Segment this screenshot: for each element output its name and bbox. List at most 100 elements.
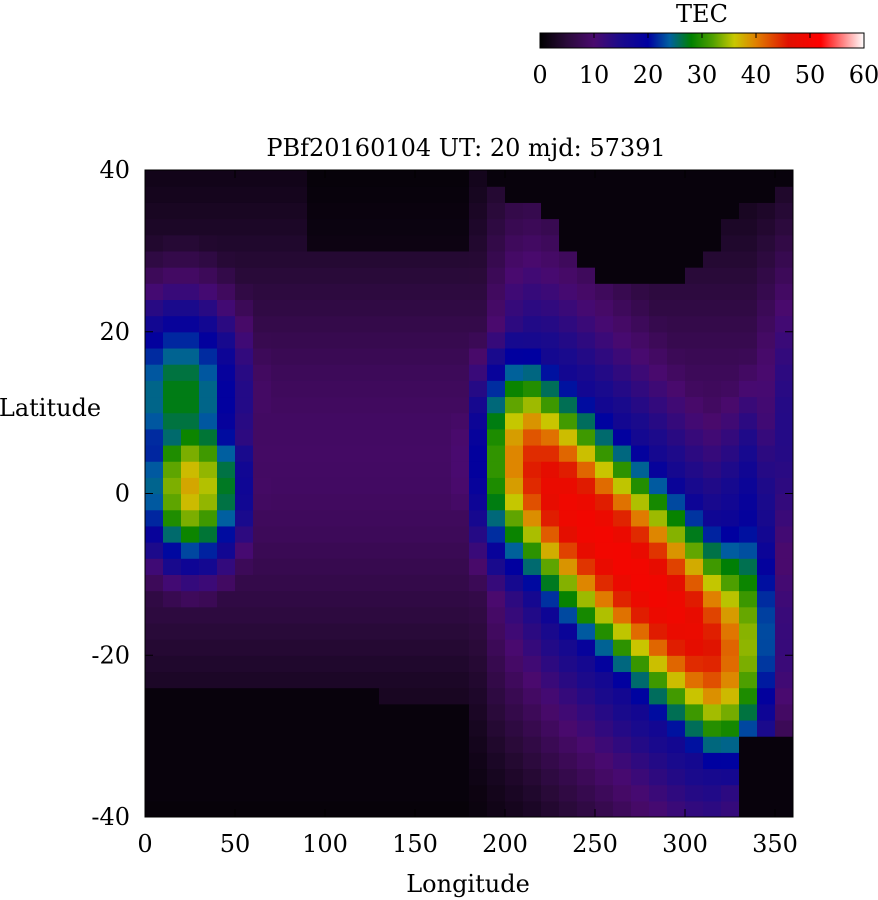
heatmap-cell	[757, 186, 776, 203]
heatmap-cell	[199, 315, 218, 333]
heatmap-cell	[397, 218, 416, 236]
heatmap-cell	[181, 477, 200, 495]
heatmap-cell	[703, 477, 722, 495]
heatmap-cell	[217, 687, 236, 705]
heatmap-cell	[523, 639, 542, 656]
heatmap-cell	[577, 752, 596, 770]
heatmap-cell	[721, 347, 740, 365]
heatmap-cell	[217, 170, 236, 187]
heatmap-cell	[523, 687, 542, 705]
heatmap-cell	[379, 396, 398, 414]
heatmap-cell	[289, 752, 308, 770]
heatmap-cell	[415, 170, 434, 187]
heatmap-cell	[397, 784, 416, 802]
heatmap-cell	[649, 768, 668, 786]
heatmap-cell	[649, 736, 668, 753]
heatmap-cell	[469, 250, 488, 268]
heatmap-cell	[325, 315, 344, 333]
heatmap-cell	[433, 234, 452, 252]
heatmap-cell	[451, 768, 470, 786]
heatmap-cell	[559, 364, 578, 381]
heatmap-cell	[739, 331, 758, 349]
heatmap-cell	[397, 655, 416, 673]
heatmap-cell	[703, 186, 722, 203]
heatmap-cell	[397, 283, 416, 300]
heatmap-cell	[325, 655, 344, 673]
heatmap-cell	[685, 396, 704, 414]
heatmap-cell	[757, 428, 776, 446]
heatmap-cell	[775, 202, 793, 220]
heatmap-cell	[415, 703, 434, 721]
heatmap-cell	[235, 784, 254, 802]
heatmap-cell	[145, 234, 164, 252]
heatmap-cell	[685, 477, 704, 495]
heatmap-cell	[559, 671, 578, 689]
heatmap-cell	[181, 574, 200, 592]
heatmap-cell	[361, 170, 380, 187]
heatmap-cell	[199, 687, 218, 705]
heatmap-cell	[325, 170, 344, 187]
heatmap-cell	[613, 639, 632, 656]
heatmap-cell	[721, 671, 740, 689]
heatmap-cell	[307, 250, 326, 268]
heatmap-cell	[253, 509, 272, 527]
heatmap-cell	[307, 347, 326, 365]
heatmap-cell	[199, 752, 218, 770]
heatmap-cell	[379, 250, 398, 268]
heatmap-cell	[487, 315, 506, 333]
heatmap-cell	[433, 412, 452, 430]
heatmap-cell	[253, 736, 272, 753]
heatmap-cell	[649, 493, 668, 511]
heatmap-cell	[721, 574, 740, 592]
heatmap-cell	[289, 315, 308, 333]
heatmap-cell	[613, 444, 632, 462]
heatmap-cell	[307, 202, 326, 220]
heatmap-cell	[739, 444, 758, 462]
y-tick-label: 0	[115, 480, 130, 508]
heatmap-cell	[595, 234, 614, 252]
heatmap-cell	[649, 299, 668, 317]
heatmap-cell	[757, 477, 776, 495]
heatmap-cell	[631, 687, 650, 705]
heatmap-cell	[181, 299, 200, 317]
heatmap-cell	[307, 477, 326, 495]
heatmap-cell	[775, 396, 793, 414]
heatmap-cell	[469, 590, 488, 608]
heatmap-cell	[343, 525, 362, 543]
heatmap-cell	[235, 347, 254, 365]
heatmap-cell	[145, 752, 164, 770]
heatmap-cell	[343, 186, 362, 203]
heatmap-cell	[253, 444, 272, 462]
heatmap-cell	[235, 234, 254, 252]
heatmap-cell	[379, 542, 398, 559]
heatmap-cell	[181, 218, 200, 236]
y-axis-label: Latitude	[0, 394, 101, 422]
heatmap-cell	[541, 477, 560, 495]
heatmap-cell	[379, 622, 398, 640]
heatmap-cell	[433, 800, 452, 817]
heatmap-cell	[433, 186, 452, 203]
heatmap-cell	[217, 396, 236, 414]
heatmap-cell	[145, 606, 164, 624]
heatmap-cell	[217, 380, 236, 398]
heatmap-cell	[685, 606, 704, 624]
heatmap-cell	[685, 380, 704, 398]
heatmap-cell	[217, 574, 236, 592]
heatmap-cell	[505, 752, 524, 770]
heatmap-cell	[577, 768, 596, 786]
heatmap-cell	[541, 558, 560, 575]
heatmap-cell	[595, 509, 614, 527]
heatmap-cell	[469, 542, 488, 559]
heatmap-cell	[145, 299, 164, 317]
heatmap-cell	[559, 687, 578, 705]
heatmap-cell	[325, 752, 344, 770]
heatmap-cell	[397, 719, 416, 737]
x-tick-label: 100	[302, 830, 348, 858]
heatmap-cell	[325, 687, 344, 705]
heatmap-cell	[541, 315, 560, 333]
heatmap-cell	[235, 380, 254, 398]
heatmap-cell	[199, 218, 218, 236]
heatmap-cell	[307, 768, 326, 786]
heatmap-cell	[559, 655, 578, 673]
heatmap-cell	[631, 542, 650, 559]
